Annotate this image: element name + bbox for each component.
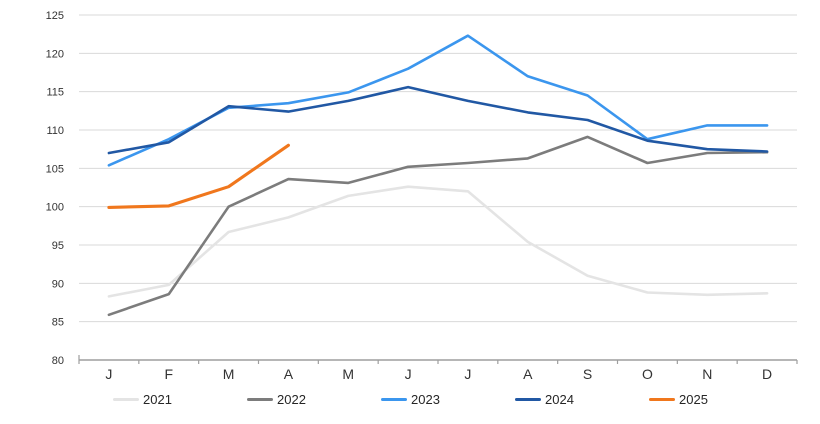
legend-swatch-2025 <box>649 398 675 401</box>
legend-item-2022: 2022 <box>247 392 307 407</box>
x-axis-label: A <box>523 366 533 382</box>
legend-swatch-2022 <box>247 398 273 401</box>
y-axis-label: 90 <box>52 278 64 290</box>
y-axis-label: 125 <box>46 10 64 22</box>
legend-item-2021: 2021 <box>113 392 173 407</box>
legend-item-2024: 2024 <box>515 392 575 407</box>
series-line-2023 <box>107 34 769 167</box>
y-axis-label: 100 <box>46 202 64 214</box>
series-line-2021 <box>107 185 769 298</box>
legend-swatch-2024 <box>515 398 541 401</box>
x-axis-label: A <box>284 366 294 382</box>
legend-label: 2025 <box>679 392 708 407</box>
legend-label: 2023 <box>411 392 440 407</box>
legend-swatch-2021 <box>113 398 139 401</box>
legend-item-2023: 2023 <box>381 392 441 407</box>
x-axis-label: F <box>164 366 173 382</box>
x-axis-label: M <box>223 366 235 382</box>
y-axis-label: 95 <box>52 240 64 252</box>
legend-label: 2022 <box>277 392 306 407</box>
series-line-2022 <box>107 135 769 317</box>
y-axis-label: 120 <box>46 48 64 60</box>
y-axis-label: 80 <box>52 355 64 367</box>
legend-label: 2021 <box>143 392 172 407</box>
y-axis-label: 115 <box>46 87 64 99</box>
series-line-2024 <box>107 85 769 155</box>
x-axis-label: M <box>342 366 354 382</box>
x-axis-label: S <box>583 366 592 382</box>
series-line-2025 <box>107 143 290 209</box>
y-axis-label: 110 <box>46 125 64 137</box>
x-axis-label: J <box>464 366 471 382</box>
x-axis-label: N <box>702 366 712 382</box>
legend-item-2025: 2025 <box>649 392 709 407</box>
y-axis-label: 105 <box>46 163 64 175</box>
x-axis-label: D <box>762 366 772 382</box>
x-axis-label: J <box>105 366 112 382</box>
y-axis-label: 85 <box>52 317 64 329</box>
legend-label: 2024 <box>545 392 574 407</box>
legend-swatch-2023 <box>381 398 407 401</box>
x-axis-label: O <box>642 366 653 382</box>
chart-legend: 2021 2022 2023 2024 2025 <box>113 392 709 407</box>
x-axis-label: J <box>405 366 412 382</box>
